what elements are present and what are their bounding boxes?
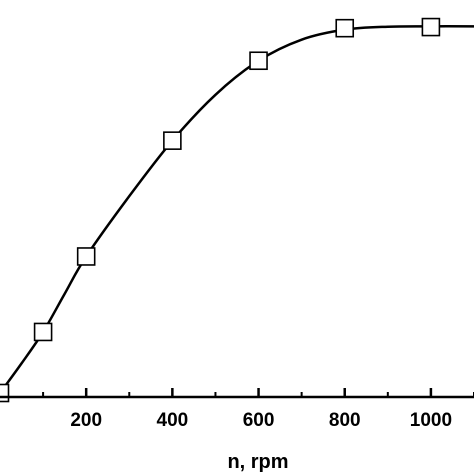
x-tick-label: 800: [329, 410, 361, 431]
data-point: [421, 17, 441, 37]
fit-curve-layer: [0, 25, 474, 394]
data-point: [335, 18, 355, 38]
x-minor-ticks: [42, 392, 474, 397]
x-tick-labels: 200 400 600 800 1000: [70, 410, 452, 431]
data-point: [76, 247, 96, 266]
data-points: [0, 17, 441, 403]
x-tick-label: 600: [243, 410, 275, 431]
x-axis-title: n, rpm: [227, 451, 288, 473]
x-tick-label: 1000: [410, 410, 452, 431]
x-axis: 200 400 600 800 1000: [0, 388, 474, 431]
x-tick-label: 200: [70, 410, 102, 431]
x-ticks: [84, 388, 433, 397]
data-point: [249, 51, 268, 71]
plot-area: [0, 17, 474, 403]
fit-curve: [0, 25, 474, 394]
data-point: [0, 383, 10, 403]
data-point: [163, 131, 182, 150]
x-tick-label: 400: [157, 410, 189, 431]
data-point: [33, 322, 53, 342]
